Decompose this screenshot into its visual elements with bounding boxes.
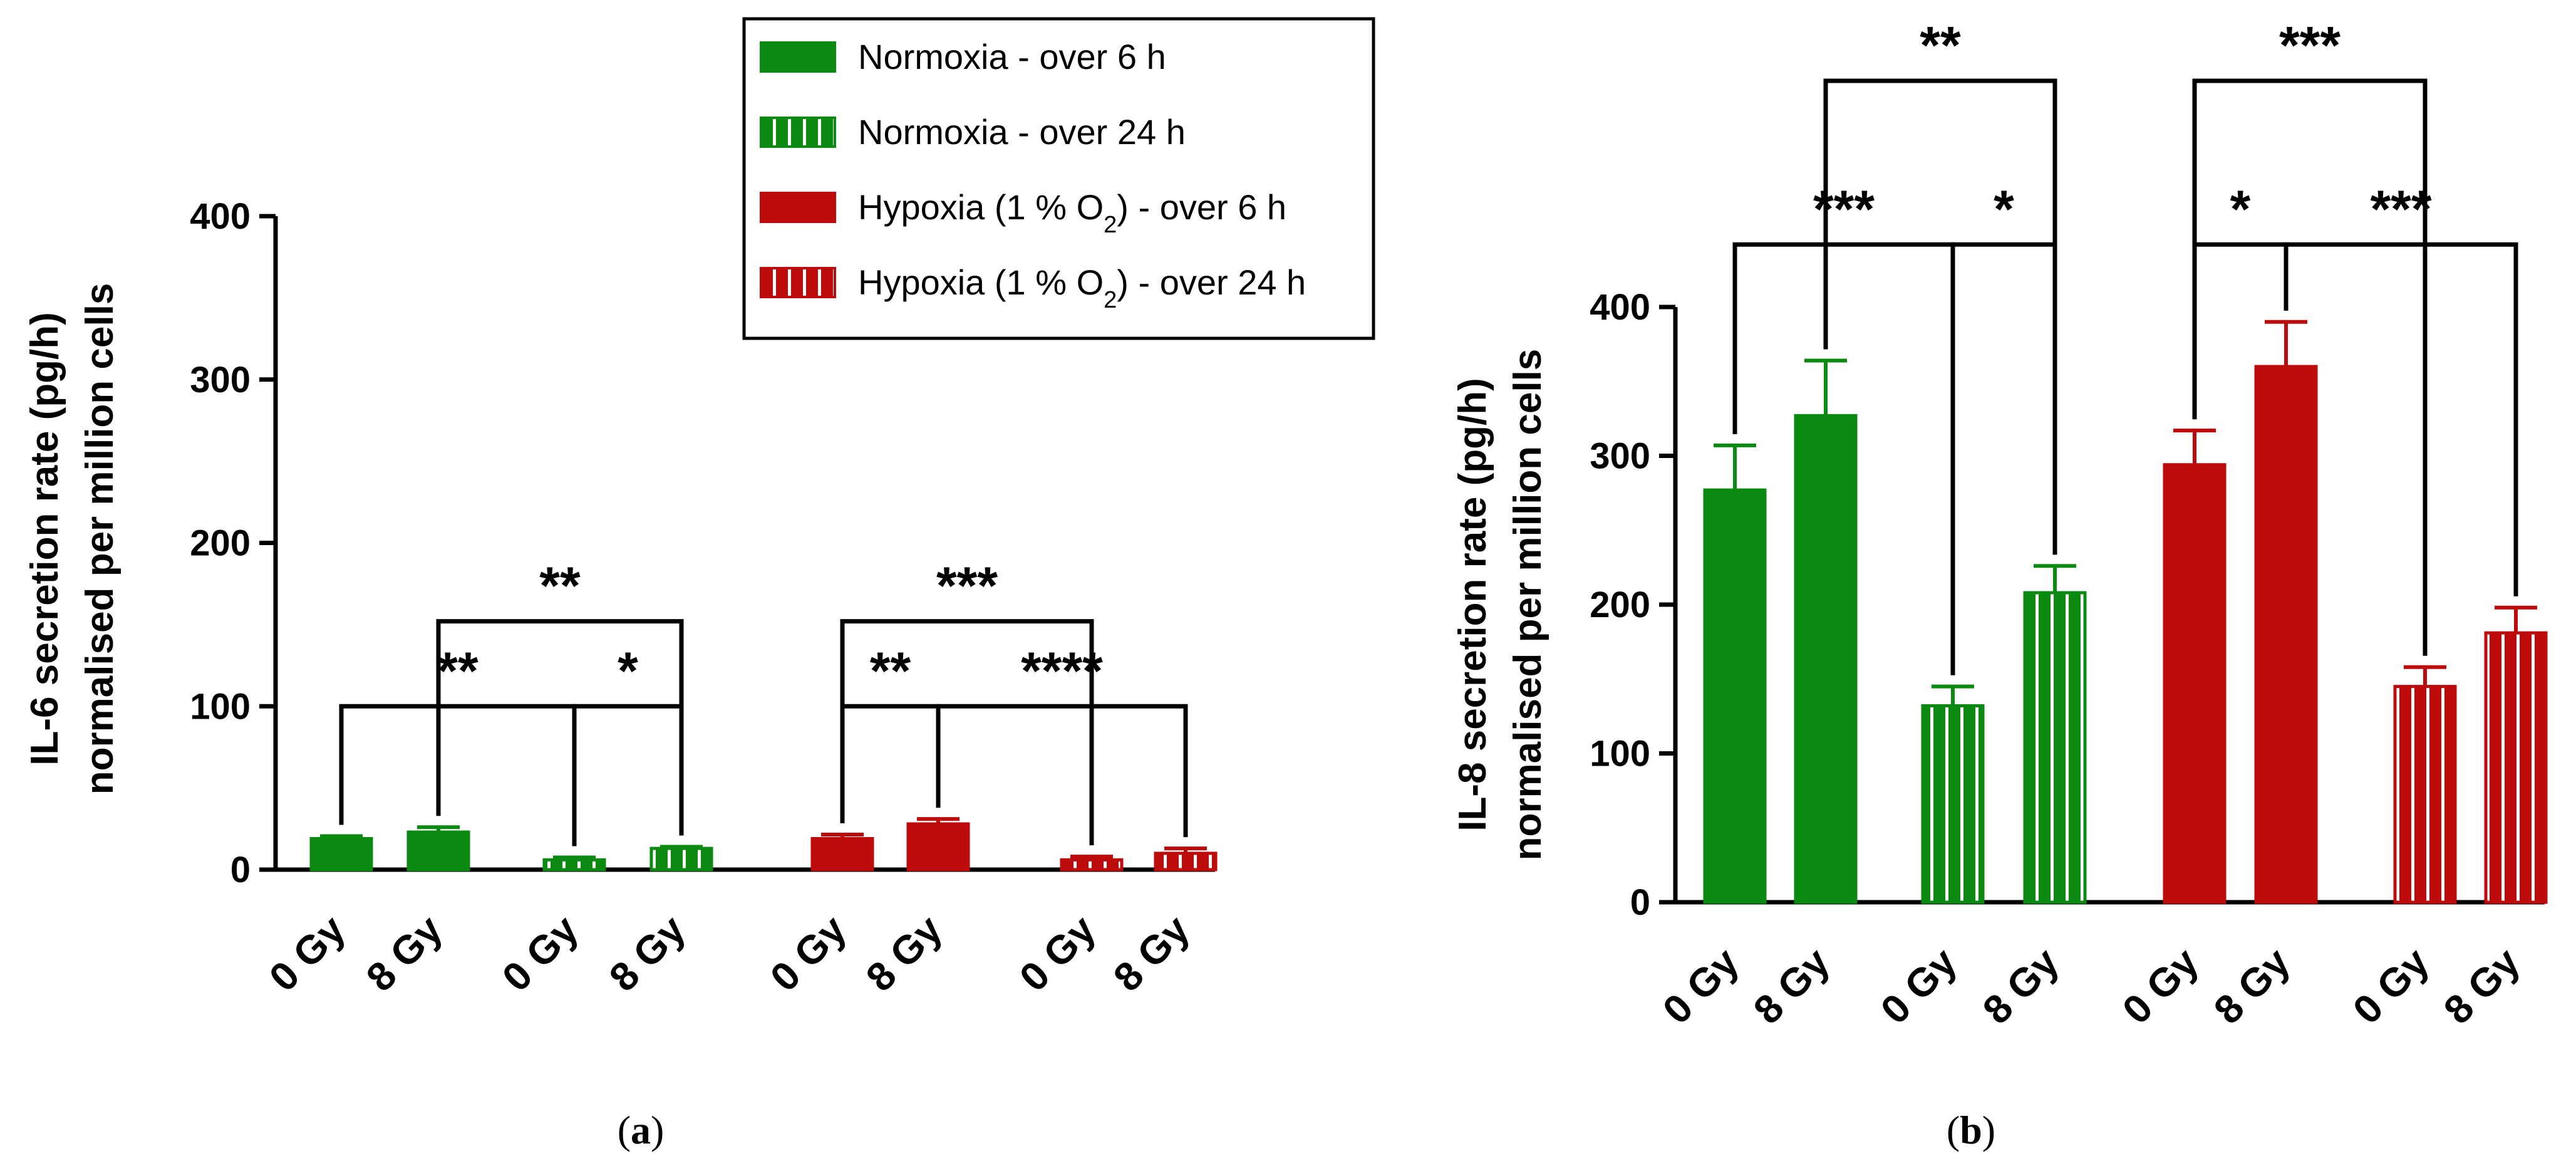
category-label: 0 Gy xyxy=(2114,939,2207,1033)
category-label: 8 Gy xyxy=(358,907,451,1000)
bar xyxy=(649,846,713,872)
significance-label: *** xyxy=(1813,179,1875,238)
svg-text:(b): (b) xyxy=(1947,1108,1995,1152)
panel-label-a: (a) xyxy=(618,1108,665,1152)
bar xyxy=(1060,858,1124,872)
y-axis-label-line1: IL-8 secretion rate (pg/h) xyxy=(1451,378,1494,831)
significance-bracket xyxy=(1823,78,2057,555)
significance-label: *** xyxy=(2370,179,2431,238)
significance-label: * xyxy=(2230,179,2251,238)
significance-label: **** xyxy=(1021,641,1103,700)
category-label: 8 Gy xyxy=(2205,939,2299,1033)
category-label: 0 Gy xyxy=(1011,907,1104,1000)
chart-il8: 0 100 200 300 400 IL-8 secretion rate (pg/h) n… xyxy=(1451,16,2548,1033)
y-tick-label: 100 xyxy=(1590,734,1650,774)
significance-label: * xyxy=(1994,179,2014,238)
significance-label: ** xyxy=(870,641,911,700)
legend-swatch xyxy=(760,267,836,298)
significance-label: ** xyxy=(437,641,478,700)
category-label: 0 Gy xyxy=(762,907,855,1000)
legend-label: Hypoxia (1 % O2) - over 6 h xyxy=(858,187,1286,238)
significance-label: ** xyxy=(539,556,581,615)
bar xyxy=(542,858,606,872)
category-label: 8 Gy xyxy=(2435,939,2528,1033)
category-label: 0 Gy xyxy=(494,907,587,1000)
significance-bracket xyxy=(339,704,577,846)
significance-label: *** xyxy=(2279,16,2341,75)
bar xyxy=(309,836,373,872)
category-label: 8 Gy xyxy=(601,907,694,1000)
bar xyxy=(2484,631,2548,904)
bar xyxy=(406,830,470,872)
bar xyxy=(1154,851,1218,872)
y-tick-label: 0 xyxy=(1630,882,1650,923)
panel-label-b: (b) xyxy=(1947,1108,1995,1152)
bar xyxy=(2023,591,2087,904)
legend-label: Normoxia - over 6 h xyxy=(858,37,1166,76)
bar xyxy=(1921,704,1985,904)
panel-letter-b: b xyxy=(1960,1108,1982,1152)
category-label: 0 Gy xyxy=(1872,939,1965,1033)
category-label: 8 Gy xyxy=(1974,939,2067,1033)
legend-swatch xyxy=(760,41,836,73)
y-tick-label: 400 xyxy=(1590,287,1650,328)
category-label: 0 Gy xyxy=(261,907,354,1000)
y-tick-label: 300 xyxy=(1590,436,1650,477)
bar xyxy=(810,836,874,872)
legend-swatch xyxy=(760,192,836,223)
bar xyxy=(1794,414,1858,904)
significance-bracket xyxy=(2192,78,2428,656)
panel-letter-a: a xyxy=(631,1108,651,1152)
legend-label: Hypoxia (1 % O2) - over 24 h xyxy=(858,263,1306,313)
significance-label: ** xyxy=(1920,16,1961,75)
y-tick-label: 0 xyxy=(230,850,251,890)
y-tick-label: 200 xyxy=(190,523,251,564)
legend-swatch xyxy=(760,117,836,148)
significance-bracket xyxy=(840,704,941,823)
bar xyxy=(2254,365,2318,904)
legend-label: Normoxia - over 24 h xyxy=(858,112,1186,152)
y-axis-label-line1: IL-6 secretion rate (pg/h) xyxy=(23,312,66,765)
y-tick-label: 400 xyxy=(190,196,251,237)
bar xyxy=(2163,463,2227,904)
legend-frame xyxy=(742,17,1375,340)
significance-bracket xyxy=(572,704,684,846)
bar xyxy=(2393,685,2457,904)
category-label: 0 Gy xyxy=(2344,939,2438,1033)
category-label: 8 Gy xyxy=(1105,907,1198,1000)
svg-text:(a): (a) xyxy=(618,1108,665,1152)
bar xyxy=(1703,488,1767,904)
significance-label: *** xyxy=(936,556,998,615)
chart-il6: 0 100 200 300 400 IL-6 secretion rate (pg/h) n… xyxy=(23,196,1218,1000)
y-tick-label: 100 xyxy=(190,686,251,727)
category-label: 0 Gy xyxy=(1654,939,1747,1033)
y-tick-label: 200 xyxy=(1590,585,1650,625)
y-axis-label-line2: normalised per million cells xyxy=(78,283,122,795)
bar xyxy=(906,822,970,872)
significance-bracket xyxy=(2284,242,2518,596)
legend: Normoxia - over 6 h Normoxia - over 24 h H… xyxy=(742,17,1375,340)
y-axis-label-line2: normalised per million cells xyxy=(1506,349,1549,861)
significance-bracket xyxy=(840,619,1094,846)
significance-label: * xyxy=(618,641,638,700)
y-tick-label: 300 xyxy=(190,360,251,400)
significance-bracket xyxy=(436,619,684,836)
category-label: 8 Gy xyxy=(1745,939,1838,1033)
significance-bracket xyxy=(936,704,1188,838)
category-label: 8 Gy xyxy=(857,907,951,1000)
